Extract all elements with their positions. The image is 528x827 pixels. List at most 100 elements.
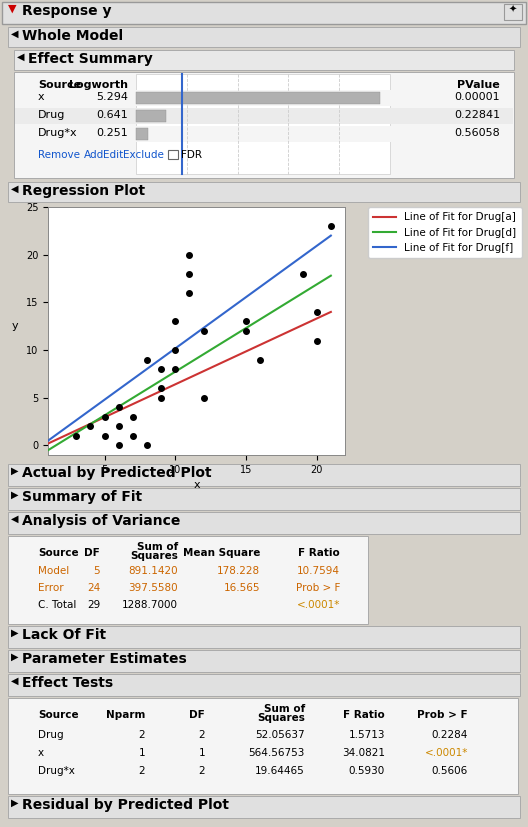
Text: Drug: Drug	[38, 110, 65, 120]
Point	[185, 267, 194, 280]
Point	[72, 429, 80, 442]
Text: ◀: ◀	[11, 29, 18, 39]
Text: Analysis of Variance: Analysis of Variance	[22, 514, 181, 528]
Bar	[8, 650, 520, 672]
Bar	[8, 27, 520, 47]
Text: 52.05637: 52.05637	[256, 730, 305, 740]
Point	[115, 420, 123, 433]
Point	[143, 353, 151, 366]
Text: 564.56753: 564.56753	[249, 748, 305, 758]
Text: Source: Source	[38, 80, 81, 90]
Point	[100, 410, 109, 423]
Text: 0.2284: 0.2284	[431, 730, 468, 740]
Bar	[8, 674, 520, 696]
Bar	[15, 126, 513, 142]
Text: Nparm: Nparm	[106, 710, 145, 720]
Text: 0.00001: 0.00001	[455, 92, 500, 102]
Bar	[15, 90, 513, 106]
Text: Edit: Edit	[103, 150, 123, 160]
Point	[129, 410, 137, 423]
Text: Source: Source	[38, 548, 79, 558]
Text: Summary of Fit: Summary of Fit	[22, 490, 142, 504]
Text: PValue: PValue	[457, 80, 500, 90]
Bar	[136, 74, 390, 174]
Text: Sum of: Sum of	[264, 704, 305, 714]
Bar	[8, 182, 520, 202]
Point	[115, 401, 123, 414]
Bar	[8, 698, 518, 794]
Text: 19.64465: 19.64465	[255, 766, 305, 776]
Text: Mean Square: Mean Square	[183, 548, 260, 558]
Point	[171, 315, 180, 328]
Text: DF: DF	[84, 548, 100, 558]
Text: Prob > F: Prob > F	[417, 710, 468, 720]
Text: Logworth: Logworth	[69, 80, 128, 90]
Text: Residual by Predicted Plot: Residual by Predicted Plot	[22, 798, 229, 812]
Text: <.0001*: <.0001*	[425, 748, 468, 758]
Bar	[136, 128, 148, 140]
Bar	[136, 110, 166, 122]
Text: ◀: ◀	[11, 514, 18, 524]
Text: 0.641: 0.641	[96, 110, 128, 120]
Point	[327, 219, 335, 232]
Text: DF: DF	[189, 710, 205, 720]
Point	[242, 315, 250, 328]
Text: ◀: ◀	[11, 676, 18, 686]
Text: Response y: Response y	[22, 4, 111, 18]
Point	[157, 391, 165, 404]
Text: 2: 2	[138, 766, 145, 776]
Text: ▶: ▶	[11, 652, 18, 662]
Bar	[8, 512, 520, 534]
Point	[143, 439, 151, 452]
Y-axis label: y: y	[12, 321, 18, 331]
Text: 0.5930: 0.5930	[349, 766, 385, 776]
Text: Regression Plot: Regression Plot	[22, 184, 145, 198]
Text: 0.22841: 0.22841	[454, 110, 500, 120]
Text: 891.1420: 891.1420	[128, 566, 178, 576]
Text: 24: 24	[87, 583, 100, 593]
Text: Source: Source	[38, 710, 79, 720]
Text: Drug*x: Drug*x	[38, 766, 75, 776]
Text: Squares: Squares	[257, 713, 305, 723]
Text: Prob > F: Prob > F	[296, 583, 340, 593]
Point	[313, 305, 321, 318]
Bar	[14, 72, 514, 178]
Text: Error: Error	[38, 583, 64, 593]
Text: ✦: ✦	[509, 5, 517, 15]
Text: 5.294: 5.294	[96, 92, 128, 102]
Point	[200, 391, 208, 404]
Text: FDR: FDR	[181, 150, 202, 160]
Point	[86, 420, 95, 433]
Text: 0.5606: 0.5606	[432, 766, 468, 776]
Point	[256, 353, 265, 366]
Point	[185, 286, 194, 299]
Text: Parameter Estimates: Parameter Estimates	[22, 652, 187, 666]
Text: x: x	[38, 748, 44, 758]
Text: 2: 2	[138, 730, 145, 740]
Text: ◀: ◀	[17, 52, 24, 62]
Text: Squares: Squares	[130, 551, 178, 561]
Point	[100, 429, 109, 442]
Text: F Ratio: F Ratio	[298, 548, 340, 558]
Point	[115, 439, 123, 452]
Text: 0.251: 0.251	[96, 128, 128, 138]
Bar	[8, 626, 520, 648]
Bar	[504, 4, 522, 20]
Text: 34.0821: 34.0821	[342, 748, 385, 758]
Text: F Ratio: F Ratio	[343, 710, 385, 720]
Bar	[136, 92, 381, 104]
Text: 1288.7000: 1288.7000	[122, 600, 178, 610]
Text: ▶: ▶	[11, 628, 18, 638]
Bar	[8, 536, 368, 624]
Point	[157, 362, 165, 375]
Point	[171, 362, 180, 375]
Bar	[2, 2, 526, 24]
Text: Actual by Predicted Plot: Actual by Predicted Plot	[22, 466, 212, 480]
Text: 178.228: 178.228	[217, 566, 260, 576]
Bar	[14, 50, 514, 70]
Point	[171, 343, 180, 356]
Text: <.0001*: <.0001*	[297, 600, 340, 610]
Text: 1: 1	[138, 748, 145, 758]
Point	[298, 267, 307, 280]
Text: ◀: ◀	[11, 184, 18, 194]
